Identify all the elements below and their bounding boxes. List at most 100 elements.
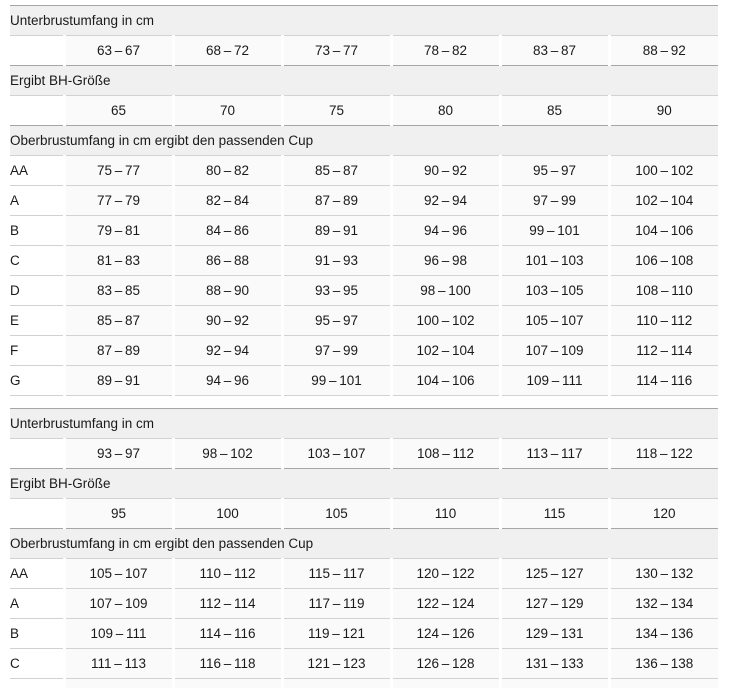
cup-range-cell: 92 – 94 xyxy=(389,185,500,216)
cup-range-cell: 114 – 116 xyxy=(171,618,282,649)
cup-label-cell: B xyxy=(10,215,64,246)
cup-label-cell: A xyxy=(10,588,64,619)
band-size-section-header-row: Ergibt BH-Größe xyxy=(10,65,718,96)
underbust-section-header-row: Unterbrustumfang in cm xyxy=(10,408,718,439)
cup-range-cell: 121 – 123 xyxy=(280,648,391,679)
cup-range-cell: 97 – 99 xyxy=(498,185,609,216)
cup-range-cell: 118 – 120 xyxy=(171,678,282,688)
cup-range-cell: 117 – 119 xyxy=(280,588,391,619)
empty-label-cell xyxy=(10,35,64,66)
bra-size-table-upper: Unterbrustumfang in cm 63 – 67 68 – 72 73 –… xyxy=(10,5,718,396)
cup-range-cell: 90 – 92 xyxy=(389,155,500,186)
cup-range-cell: 123 – 125 xyxy=(280,678,391,688)
cup-label-cell: C xyxy=(10,648,64,679)
band-size-values-row: 95 100 105 110 115 120 xyxy=(10,498,718,529)
cup-range-cell: 104 – 106 xyxy=(607,215,718,246)
cup-range-cell: 120 – 122 xyxy=(389,558,500,589)
cup-range-cell: 108 – 110 xyxy=(607,275,718,306)
cup-range-cell: 130 – 132 xyxy=(607,558,718,589)
cup-range-cell: 75 – 77 xyxy=(62,155,173,186)
cup-range-cell: 119 – 121 xyxy=(280,618,391,649)
cup-row-C: C 111 – 113 116 – 118 121 – 123 126 – 128 131… xyxy=(10,648,718,679)
underbust-range-cell: 93 – 97 xyxy=(62,438,173,469)
cup-range-cell: 93 – 95 xyxy=(280,275,391,306)
cup-range-cell: 85 – 87 xyxy=(62,305,173,336)
cup-range-cell: 115 – 117 xyxy=(280,558,391,589)
cup-row-A: A 77 – 79 82 – 84 87 – 89 92 – 94 97 – 99 102 … xyxy=(10,185,718,216)
cup-range-cell: 111 – 113 xyxy=(62,648,173,679)
cup-range-cell: 138 – 140 xyxy=(607,678,718,688)
cup-range-cell: 95 – 97 xyxy=(498,155,609,186)
cup-range-cell: 102 – 104 xyxy=(389,335,500,366)
band-size-cell: 90 xyxy=(607,95,718,126)
cup-range-cell: 97 – 99 xyxy=(280,335,391,366)
empty-label-cell xyxy=(10,438,64,469)
cup-range-cell: 81 – 83 xyxy=(62,245,173,276)
cup-range-cell: 86 – 88 xyxy=(171,245,282,276)
underbust-range-cell: 68 – 72 xyxy=(171,35,282,66)
cup-range-cell: 90 – 92 xyxy=(171,305,282,336)
cup-range-cell: 80 – 82 xyxy=(171,155,282,186)
underbust-section-header-row: Unterbrustumfang in cm xyxy=(10,5,718,36)
cup-range-cell: 96 – 98 xyxy=(389,245,500,276)
band-size-cell: 70 xyxy=(171,95,282,126)
cup-range-cell: 107 – 109 xyxy=(498,335,609,366)
cup-range-cell: 98 – 100 xyxy=(389,275,500,306)
band-size-cell: 85 xyxy=(498,95,609,126)
bra-size-table-lower-body: Unterbrustumfang in cm 93 – 97 98 – 102 103… xyxy=(10,408,718,688)
cup-range-cell: 100 – 102 xyxy=(607,155,718,186)
cup-row-C: C 81 – 83 86 – 88 91 – 93 96 – 98 101 – 103 10… xyxy=(10,245,718,276)
cup-range-cell: 99 – 101 xyxy=(498,215,609,246)
cup-range-cell: 116 – 118 xyxy=(171,648,282,679)
cup-range-cell: 83 – 85 xyxy=(62,275,173,306)
cup-range-cell: 114 – 116 xyxy=(607,365,718,396)
cup-range-cell: 122 – 124 xyxy=(389,588,500,619)
band-size-cell: 115 xyxy=(498,498,609,529)
cup-range-cell: 109 – 111 xyxy=(498,365,609,396)
cup-label-cell: AA xyxy=(10,558,64,589)
cup-range-cell: 102 – 104 xyxy=(607,185,718,216)
cup-range-cell: 87 – 89 xyxy=(62,335,173,366)
cup-section-header: Oberbrustumfang in cm ergibt den passend… xyxy=(10,528,718,559)
underbust-range-cell: 83 – 87 xyxy=(498,35,609,66)
underbust-range-cell: 113 – 117 xyxy=(498,438,609,469)
underbust-range-cell: 118 – 122 xyxy=(607,438,718,469)
cup-label-cell: B xyxy=(10,618,64,649)
cup-range-cell: 91 – 93 xyxy=(280,245,391,276)
cup-range-cell: 94 – 96 xyxy=(171,365,282,396)
cup-range-cell: 79 – 81 xyxy=(62,215,173,246)
cup-row-B: B 109 – 111 114 – 116 119 – 121 124 – 126 129… xyxy=(10,618,718,649)
cup-range-cell: 95 – 97 xyxy=(280,305,391,336)
underbust-range-cell: 108 – 112 xyxy=(389,438,500,469)
underbust-values-row: 63 – 67 68 – 72 73 – 77 78 – 82 83 – 87 88 – … xyxy=(10,35,718,66)
cup-range-cell: 99 – 101 xyxy=(280,365,391,396)
cup-range-cell: 105 – 107 xyxy=(62,558,173,589)
cup-label-cell: A xyxy=(10,185,64,216)
band-size-section-header-row: Ergibt BH-Größe xyxy=(10,468,718,499)
cup-range-cell: 106 – 108 xyxy=(607,245,718,276)
cup-range-cell: 88 – 90 xyxy=(171,275,282,306)
band-size-cell: 100 xyxy=(171,498,282,529)
cup-range-cell: 127 – 129 xyxy=(498,588,609,619)
cup-label-cell: D xyxy=(10,678,64,688)
underbust-range-cell: 78 – 82 xyxy=(389,35,500,66)
bra-size-table-upper-body: Unterbrustumfang in cm 63 – 67 68 – 72 73 –… xyxy=(10,5,718,396)
cup-range-cell: 112 – 114 xyxy=(607,335,718,366)
cup-label-cell: F xyxy=(10,335,64,366)
underbust-range-cell: 98 – 102 xyxy=(171,438,282,469)
cup-row-AA: AA 75 – 77 80 – 82 85 – 87 90 – 92 95 – 97 100… xyxy=(10,155,718,186)
empty-label-cell xyxy=(10,95,64,126)
cup-range-cell: 89 – 91 xyxy=(280,215,391,246)
cup-row-F: F 87 – 89 92 – 94 97 – 99 102 – 104 107 – 109… xyxy=(10,335,718,366)
cup-range-cell: 125 – 127 xyxy=(498,558,609,589)
cup-label-cell: G xyxy=(10,365,64,396)
cup-section-header-row: Oberbrustumfang in cm ergibt den passend… xyxy=(10,125,718,156)
cup-row-A: A 107 – 109 112 – 114 117 – 119 122 – 124 127… xyxy=(10,588,718,619)
cup-row-B: B 79 – 81 84 – 86 89 – 91 94 – 96 99 – 101 104… xyxy=(10,215,718,246)
cup-range-cell: 92 – 94 xyxy=(171,335,282,366)
cup-range-cell: 109 – 111 xyxy=(62,618,173,649)
band-size-section-header: Ergibt BH-Größe xyxy=(10,468,718,499)
underbust-section-header: Unterbrustumfang in cm xyxy=(10,5,718,36)
cup-label-cell: C xyxy=(10,245,64,276)
